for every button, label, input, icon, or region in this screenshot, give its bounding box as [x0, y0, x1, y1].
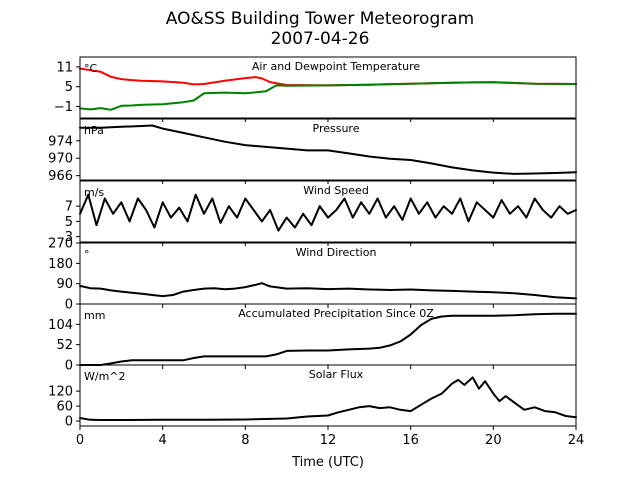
panel-pressure: 966 970 974 Pressure hPa: [48, 118, 577, 184]
solar-flux-panel-title: Solar Flux: [309, 368, 364, 381]
pressure-ytick-label: 974: [48, 134, 73, 149]
pressure-panel-title: Pressure: [313, 122, 360, 135]
xtick-label: 0: [76, 433, 84, 448]
figure-subtitle: 2007-04-26: [271, 29, 370, 49]
xtick-label: 4: [159, 433, 167, 448]
wind-speed-ytick-label: 5: [65, 215, 73, 230]
wind-direction-ytick-label: 0: [65, 298, 73, 313]
pressure-series-line-0: [79, 124, 577, 175]
air-and-dewpoint-temperature-panel-title: Air and Dewpoint Temperature: [252, 60, 420, 73]
accumulated-precipitation-since-0z-ytick-label: 52: [56, 338, 73, 353]
wind-direction-series-line-0: [79, 282, 577, 300]
figure-title: AO&SS Building Tower Meteorogram: [166, 9, 474, 29]
accumulated-precipitation-since-0z-ytick-label: 0: [65, 359, 73, 374]
pressure-unit-label: hPa: [84, 124, 104, 137]
wind-speed-panel-title: Wind Speed: [303, 184, 369, 197]
wind-direction-unit-label: °: [84, 248, 90, 261]
accumulated-precipitation-since-0z-series-line-0: [79, 312, 577, 366]
air-and-dewpoint-temperature-series-line-1: [79, 81, 577, 111]
wind-direction-ytick-label: 180: [48, 257, 73, 272]
xtick-label: 20: [485, 433, 502, 448]
xtick-label: 24: [568, 433, 585, 448]
accumulated-precipitation-since-0z-panel-title: Accumulated Precipitation Since 0Z: [238, 307, 434, 320]
wind-speed-ytick-label: 7: [65, 200, 73, 215]
wind-direction-ytick-label: 270: [48, 237, 73, 252]
accumulated-precipitation-since-0z-unit-label: mm: [84, 309, 105, 322]
panel-wind-direction: 0 90 180 270 Wind Direction °: [48, 237, 577, 313]
panel-wind-speed: 357 Wind Speed m/s: [65, 180, 577, 246]
solar-flux-series-line-0: [79, 376, 577, 421]
pressure-ytick-label: 970: [48, 152, 73, 167]
wind-direction-panel-title: Wind Direction: [296, 246, 377, 259]
wind-direction-ytick-label: 90: [56, 277, 73, 292]
air-and-dewpoint-temperature-unit-label: °C: [84, 62, 98, 75]
air-and-dewpoint-temperature-ytick-label: −1: [54, 100, 73, 115]
wind-speed-series-line-0: [79, 193, 577, 232]
solar-flux-ytick-label: 60: [56, 400, 73, 415]
xtick-label: 8: [241, 433, 249, 448]
xtick-label: 12: [320, 433, 337, 448]
wind-speed-unit-label: m/s: [84, 186, 104, 199]
wind-speed-ytick-label: 3: [65, 230, 73, 245]
pressure-ytick-label: 966: [48, 169, 73, 184]
accumulated-precipitation-since-0z-ytick-label: 104: [48, 318, 73, 333]
solar-flux-ytick-label: 120: [48, 385, 73, 400]
solar-flux-unit-label: W/m^2: [84, 370, 126, 383]
panel-accumulated-precipitation-since-0z: 0 52 104 Accumulated Precipitation Since 0Z…: [48, 303, 577, 374]
air-and-dewpoint-temperature-ytick-label: 11: [56, 60, 73, 75]
air-and-dewpoint-temperature-ytick-label: 5: [65, 80, 73, 95]
xtick-label: 16: [402, 433, 419, 448]
solar-flux-ytick-label: 0: [65, 415, 73, 430]
panel-air-and-dewpoint-temperature: −1 5 11 Air and Dewpoint Temperature °C: [54, 56, 577, 122]
x-axis-label: Time (UTC): [291, 455, 364, 470]
panels-group: −1 5 11 Air and Dewpoint Temperature °C 966 97…: [48, 56, 585, 448]
